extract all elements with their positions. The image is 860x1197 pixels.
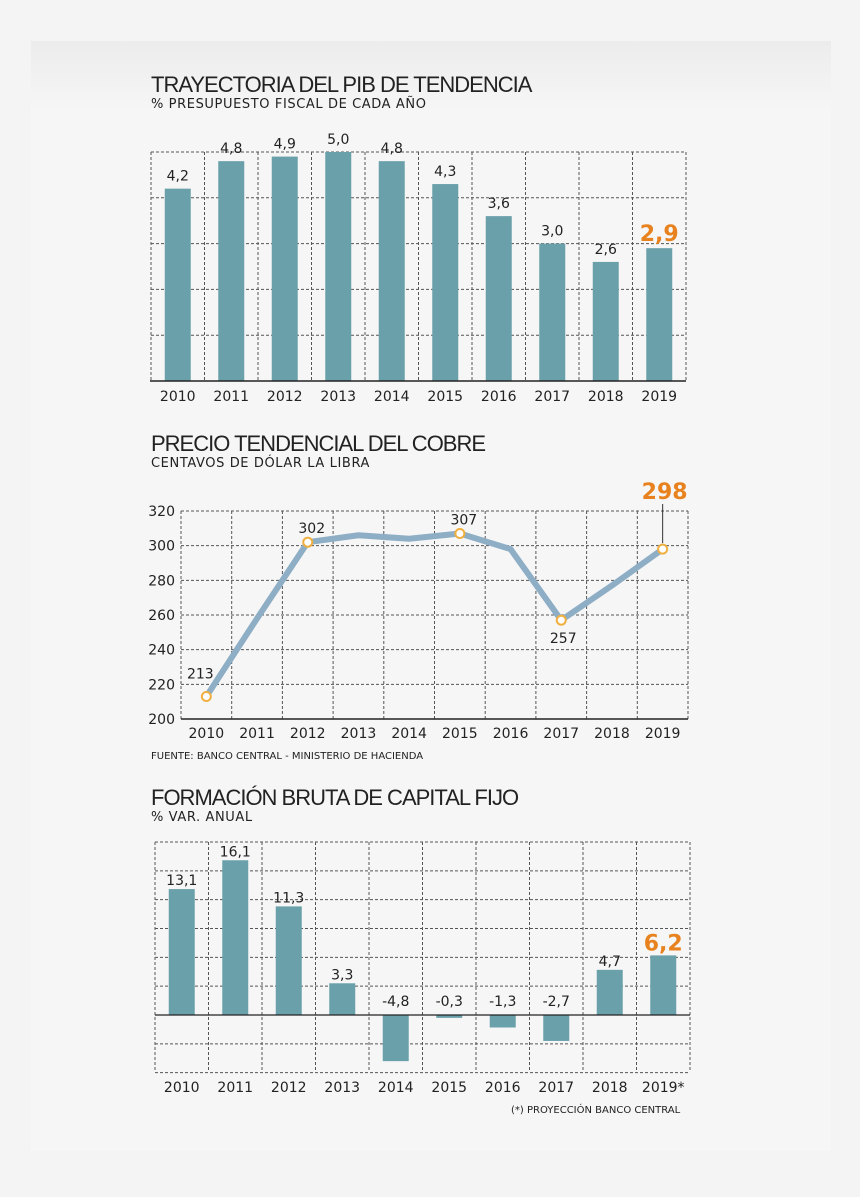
cobre-point-label: 302	[298, 521, 325, 537]
cobre-y-tick: 300	[148, 539, 175, 555]
pib-bar-label: 4,8	[220, 141, 242, 157]
cobre-x-tick: 2016	[493, 726, 529, 742]
cobre-chart-source: FUENTE: BANCO CENTRAL - MINISTERIO DE HA…	[151, 751, 424, 762]
cobre-point-label: 213	[187, 666, 214, 682]
pib-x-tick: 2010	[160, 389, 196, 405]
fbcf-bar	[329, 983, 356, 1015]
cobre-y-tick: 240	[148, 643, 175, 659]
pib-bar-label: 4,9	[274, 137, 296, 153]
cobre-point-label: 298	[642, 480, 688, 505]
fbcf-chart-subtitle: % VAR. ANUAL	[151, 810, 253, 825]
cobre-x-tick: 2017	[543, 726, 579, 742]
cobre-x-tick: 2010	[189, 726, 225, 742]
fbcf-x-tick: 2015	[431, 1080, 467, 1096]
cobre-point-marker	[302, 536, 314, 548]
pib-bar-label: 4,8	[381, 141, 403, 157]
fbcf-bar-label: 4,7	[599, 954, 621, 970]
fbcf-bar	[382, 1015, 409, 1062]
pib-x-tick: 2016	[481, 389, 517, 405]
pib-bar	[271, 156, 298, 381]
fbcf-x-tick: 2018	[592, 1080, 628, 1096]
fbcf-bar-label: 13,1	[166, 873, 197, 889]
cobre-point-marker	[657, 543, 669, 555]
pib-x-tick: 2015	[427, 389, 463, 405]
cobre-chart-title: PRECIO TENDENCIAL DEL COBRE	[151, 431, 486, 456]
cobre-y-tick: 260	[148, 608, 175, 624]
cobre-y-tick: 220	[148, 677, 175, 693]
pib-bar	[485, 216, 512, 381]
pib-x-tick: 2017	[534, 389, 570, 405]
pib-x-tick: 2014	[374, 389, 410, 405]
pib-x-tick: 2013	[320, 389, 356, 405]
cobre-point-marker	[454, 528, 466, 540]
cobre-y-tick: 200	[148, 712, 175, 728]
fbcf-bar-label: -1,3	[489, 994, 516, 1010]
fbcf-bar	[543, 1015, 570, 1041]
cobre-x-tick: 2015	[442, 726, 478, 742]
fbcf-x-tick: 2014	[378, 1080, 414, 1096]
pib-chart-title: TRAYECTORIA DEL PIB DE TENDENCIA	[151, 72, 532, 97]
cobre-series-line	[203, 530, 666, 700]
fbcf-x-tick: 2012	[271, 1080, 307, 1096]
fbcf-bar-label: 3,3	[331, 967, 353, 983]
pib-chart-subtitle: % PRESUPUESTO FISCAL DE CADA AÑO	[151, 97, 427, 112]
fbcf-bar	[489, 1015, 516, 1028]
pib-x-tick: 2018	[588, 389, 624, 405]
cobre-x-tick: 2014	[391, 726, 427, 742]
cobre-point-marker	[200, 690, 212, 702]
fbcf-x-tick: 2013	[324, 1080, 360, 1096]
cobre-point-marker	[555, 614, 567, 626]
cobre-x-tick: 2019	[645, 726, 681, 742]
pib-bar	[218, 161, 245, 381]
pib-bar-label: 3,6	[488, 196, 510, 212]
fbcf-bar-label: -0,3	[436, 994, 463, 1010]
cobre-x-tick: 2012	[290, 726, 326, 742]
fbcf-x-tick: 2016	[485, 1080, 521, 1096]
pib-bar-label: 2,9	[640, 222, 679, 247]
cobre-x-tick: 2011	[239, 726, 275, 742]
fbcf-x-tick: 2017	[538, 1080, 574, 1096]
fbcf-bar	[168, 889, 195, 1015]
fbcf-bar	[275, 906, 302, 1015]
fbcf-bar-label: -2,7	[543, 994, 570, 1010]
cobre-x-tick: 2013	[341, 726, 377, 742]
fbcf-bar	[436, 1015, 463, 1018]
fbcf-bar-label: 6,2	[644, 931, 683, 956]
cobre-chart-subtitle: CENTAVOS DE DÓLAR LA LIBRA	[151, 456, 371, 471]
cobre-point-label: 307	[450, 513, 477, 529]
fbcf-bar	[222, 860, 249, 1015]
pib-bar	[164, 188, 191, 381]
pib-bar	[378, 161, 405, 381]
pib-bar-label: 2,6	[595, 242, 617, 258]
pib-bar	[646, 248, 673, 381]
infographic-card	[31, 41, 831, 1151]
fbcf-x-tick: 2010	[164, 1080, 200, 1096]
pib-bar-label: 4,3	[434, 164, 456, 180]
fbcf-chart-title: FORMACIÓN BRUTA DE CAPITAL FIJO	[151, 785, 519, 810]
cobre-x-tick: 2018	[594, 726, 630, 742]
pib-bar-label: 3,0	[541, 224, 563, 240]
fbcf-x-tick: 2019*	[642, 1080, 685, 1096]
fbcf-x-tick: 2011	[217, 1080, 253, 1096]
cobre-y-tick: 280	[148, 573, 175, 589]
fbcf-chart-footnote: (*) PROYECCIÓN BANCO CENTRAL	[511, 1105, 681, 1116]
fbcf-bar	[650, 955, 677, 1015]
pib-bar	[325, 152, 352, 381]
pib-bar-label: 5,0	[327, 132, 349, 148]
fbcf-bar-label: -4,8	[382, 994, 409, 1010]
cobre-y-tick: 320	[148, 504, 175, 520]
fbcf-bar-label: 11,3	[273, 890, 304, 906]
pib-bar-label: 4,2	[167, 169, 189, 185]
pib-x-tick: 2019	[641, 389, 677, 405]
pib-bar	[432, 184, 459, 381]
pib-x-tick: 2012	[267, 389, 303, 405]
fbcf-bar-label: 16,1	[220, 844, 251, 860]
pib-x-tick: 2011	[213, 389, 249, 405]
pib-bar	[592, 261, 619, 381]
fbcf-bar	[596, 969, 623, 1015]
pib-bar	[539, 243, 566, 381]
cobre-point-label: 257	[550, 631, 577, 647]
